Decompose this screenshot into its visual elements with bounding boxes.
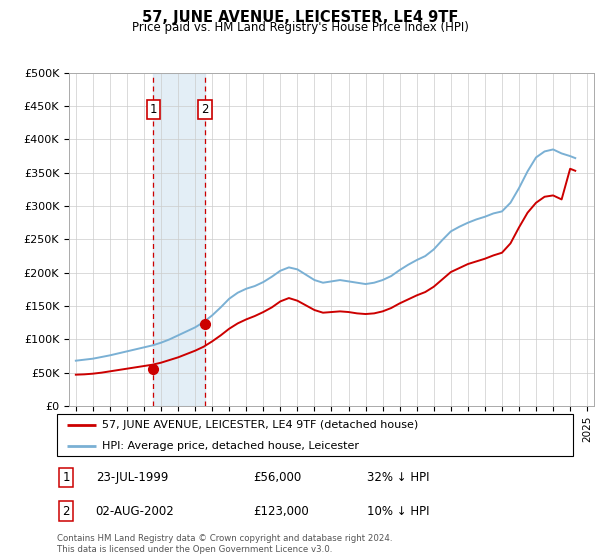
Text: HPI: Average price, detached house, Leicester: HPI: Average price, detached house, Leic…: [103, 441, 359, 451]
Text: 23-JUL-1999: 23-JUL-1999: [96, 471, 168, 484]
Text: 32% ↓ HPI: 32% ↓ HPI: [367, 471, 429, 484]
Text: 2: 2: [201, 103, 209, 116]
Text: 10% ↓ HPI: 10% ↓ HPI: [367, 505, 429, 517]
Text: Contains HM Land Registry data © Crown copyright and database right 2024.
This d: Contains HM Land Registry data © Crown c…: [57, 534, 392, 554]
Bar: [154, 73, 205, 406]
Text: 2: 2: [62, 505, 70, 517]
Text: 1: 1: [62, 471, 70, 484]
Text: 57, JUNE AVENUE, LEICESTER, LE4 9TF (detached house): 57, JUNE AVENUE, LEICESTER, LE4 9TF (det…: [103, 421, 419, 430]
Text: 02-AUG-2002: 02-AUG-2002: [96, 505, 175, 517]
Text: £56,000: £56,000: [253, 471, 301, 484]
FancyBboxPatch shape: [57, 414, 573, 456]
Text: 57, JUNE AVENUE, LEICESTER, LE4 9TF: 57, JUNE AVENUE, LEICESTER, LE4 9TF: [142, 10, 458, 25]
Text: 1: 1: [149, 103, 157, 116]
Text: Price paid vs. HM Land Registry's House Price Index (HPI): Price paid vs. HM Land Registry's House …: [131, 21, 469, 34]
Text: £123,000: £123,000: [253, 505, 309, 517]
